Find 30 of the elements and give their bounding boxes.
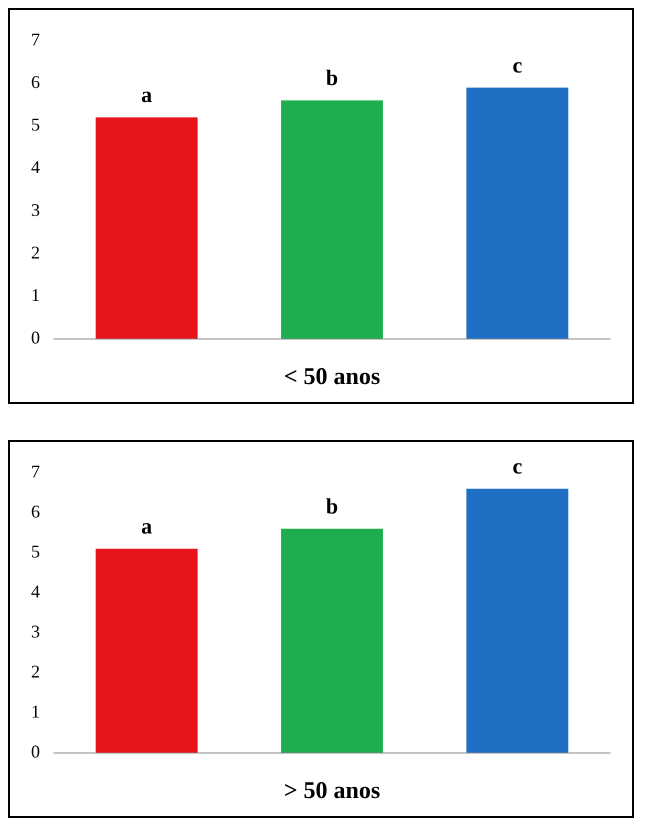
data-label: a xyxy=(141,82,152,108)
y-tick-label: 6 xyxy=(31,502,40,522)
y-tick-label: 1 xyxy=(31,284,40,305)
data-label: b xyxy=(326,65,338,90)
bar xyxy=(96,548,198,753)
y-tick-label: 6 xyxy=(31,72,40,92)
y-tick-label: 2 xyxy=(31,242,40,262)
data-label: b xyxy=(326,493,338,518)
bar xyxy=(281,100,383,339)
x-axis-title: > 50 anos xyxy=(284,778,380,804)
data-label: c xyxy=(512,52,522,78)
y-tick-label: 4 xyxy=(31,157,40,178)
y-tick-label: 7 xyxy=(31,462,40,482)
bar xyxy=(466,88,568,339)
y-tick-label: 5 xyxy=(31,542,40,562)
x-axis-title: < 50 anos xyxy=(284,364,380,390)
bar xyxy=(281,528,383,753)
y-tick-label: 5 xyxy=(31,114,40,135)
y-tick-label: 3 xyxy=(31,622,40,642)
y-tick-label: 3 xyxy=(31,200,40,220)
y-tick-label: 0 xyxy=(31,742,40,762)
y-tick-label: 1 xyxy=(31,702,40,722)
y-tick-label: 0 xyxy=(31,328,40,348)
bar xyxy=(96,117,198,339)
bar xyxy=(466,488,568,753)
y-tick-label: 7 xyxy=(31,30,40,50)
data-label: c xyxy=(512,453,522,478)
y-tick-label: 2 xyxy=(31,662,40,682)
data-label: a xyxy=(141,513,152,538)
y-tick-label: 4 xyxy=(31,582,40,602)
